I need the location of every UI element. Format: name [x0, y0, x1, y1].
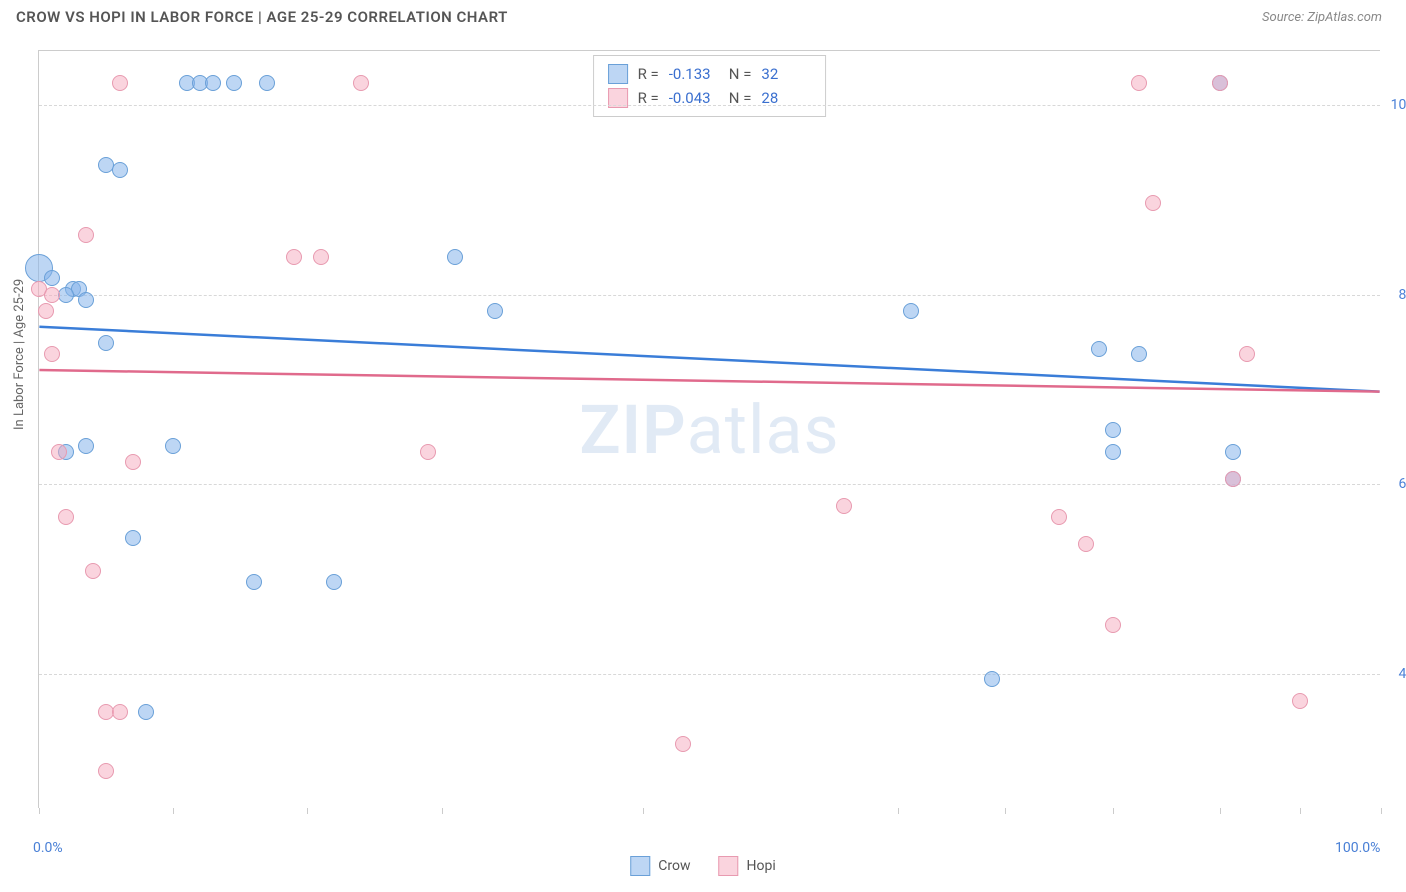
data-point	[112, 162, 128, 178]
x-tick-label: 100.0%	[1335, 840, 1380, 856]
r-value: -0.133	[669, 62, 719, 86]
chart-header: CROW VS HOPI IN LABOR FORCE | AGE 25-29 …	[0, 0, 1406, 34]
data-point	[58, 509, 74, 525]
data-point	[1145, 195, 1161, 211]
data-point	[78, 227, 94, 243]
y-tick-label: 65.0%	[1398, 476, 1406, 492]
y-tick-label: 100.0%	[1391, 97, 1406, 113]
data-point	[1078, 536, 1094, 552]
x-tick	[898, 808, 899, 814]
trendlines-svg	[39, 51, 1380, 808]
data-point	[447, 249, 463, 265]
data-point	[1131, 75, 1147, 91]
legend-item: Crow	[630, 856, 690, 876]
data-point	[205, 75, 221, 91]
data-point	[1239, 346, 1255, 362]
data-point	[675, 736, 691, 752]
data-point	[112, 75, 128, 91]
x-tick	[442, 808, 443, 814]
x-tick	[1005, 808, 1006, 814]
x-tick	[1381, 808, 1382, 814]
data-point	[1131, 346, 1147, 362]
data-point	[984, 671, 1000, 687]
data-point	[44, 287, 60, 303]
legend-label: Hopi	[746, 858, 775, 874]
x-tick	[1220, 808, 1221, 814]
data-point	[138, 704, 154, 720]
gridline	[39, 105, 1380, 106]
data-point	[487, 303, 503, 319]
stats-legend-row: R = -0.043 N = 28	[608, 86, 812, 110]
trend-line	[39, 370, 1379, 392]
data-point	[51, 444, 67, 460]
gridline	[39, 484, 1380, 485]
data-point	[836, 498, 852, 514]
trend-line	[39, 327, 1379, 392]
legend-item: Hopi	[718, 856, 775, 876]
legend-swatch	[608, 64, 628, 84]
data-point	[903, 303, 919, 319]
data-point	[98, 763, 114, 779]
x-tick	[307, 808, 308, 814]
legend-swatch	[630, 856, 650, 876]
data-point	[112, 704, 128, 720]
n-label: N =	[729, 62, 752, 86]
data-point	[125, 454, 141, 470]
r-value: -0.043	[669, 86, 719, 110]
gridline	[39, 295, 1380, 296]
x-tick	[643, 808, 644, 814]
x-tick	[1300, 808, 1301, 814]
x-tick	[173, 808, 174, 814]
chart-title: CROW VS HOPI IN LABOR FORCE | AGE 25-29 …	[16, 8, 508, 26]
data-point	[1212, 75, 1228, 91]
data-point	[44, 270, 60, 286]
legend-label: Crow	[658, 858, 690, 874]
x-tick	[1113, 808, 1114, 814]
data-point	[1105, 617, 1121, 633]
stats-legend-box: R = -0.133 N = 32 R = -0.043 N = 28	[593, 55, 827, 117]
data-point	[1225, 444, 1241, 460]
data-point	[125, 530, 141, 546]
x-tick-label: 0.0%	[33, 840, 63, 856]
data-point	[38, 303, 54, 319]
data-point	[1051, 509, 1067, 525]
watermark: ZIPatlas	[579, 390, 839, 470]
stats-legend-row: R = -0.133 N = 32	[608, 62, 812, 86]
n-value: 28	[761, 86, 811, 110]
data-point	[226, 75, 242, 91]
data-point	[85, 563, 101, 579]
data-point	[353, 75, 369, 91]
data-point	[286, 249, 302, 265]
data-point	[44, 346, 60, 362]
data-point	[246, 574, 262, 590]
data-point	[78, 438, 94, 454]
data-point	[326, 574, 342, 590]
series-legend: Crow Hopi	[630, 856, 775, 876]
data-point	[1225, 471, 1241, 487]
data-point	[1091, 341, 1107, 357]
n-label: N =	[729, 86, 752, 110]
data-point	[313, 249, 329, 265]
data-point	[98, 335, 114, 351]
r-label: R =	[638, 86, 659, 110]
scatter-chart: ZIPatlas R =-0.133N =32R =-0.043N =28 47…	[38, 50, 1380, 808]
y-axis-label: In Labor Force | Age 25-29	[12, 279, 27, 430]
y-tick-label: 82.5%	[1398, 287, 1406, 303]
y-tick-label: 47.5%	[1398, 666, 1406, 682]
data-point	[1105, 422, 1121, 438]
gridline	[39, 674, 1380, 675]
source-credit: Source: ZipAtlas.com	[1262, 10, 1382, 25]
data-point	[1105, 444, 1121, 460]
data-point	[259, 75, 275, 91]
data-point	[78, 292, 94, 308]
legend-swatch	[718, 856, 738, 876]
x-tick	[39, 808, 40, 814]
data-point	[1292, 693, 1308, 709]
data-point	[420, 444, 436, 460]
n-value: 32	[761, 62, 811, 86]
r-label: R =	[638, 62, 659, 86]
data-point	[165, 438, 181, 454]
